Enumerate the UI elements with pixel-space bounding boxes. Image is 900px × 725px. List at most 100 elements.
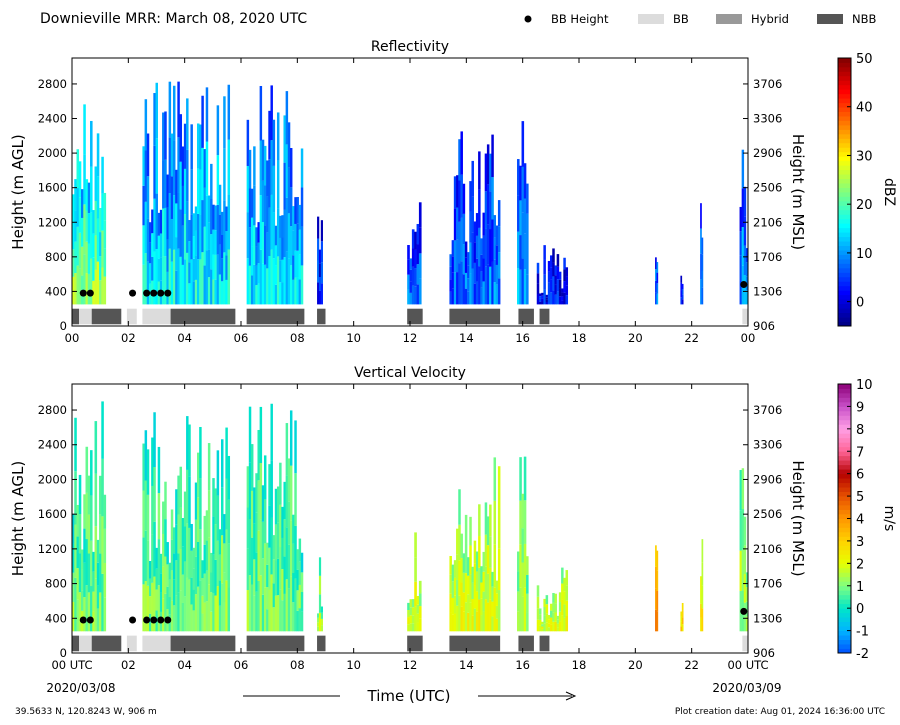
- precip-column: [536, 608, 540, 620]
- precip-column: [144, 150, 148, 202]
- precip-column: [76, 149, 80, 189]
- precip-column: [223, 514, 226, 544]
- precip-column: [482, 611, 485, 632]
- precip-column: [276, 595, 280, 632]
- precip-column: [318, 557, 322, 576]
- precip-column: [536, 273, 540, 284]
- precip-column: [157, 212, 161, 236]
- precip-column: [486, 516, 490, 546]
- precip-column: [87, 182, 91, 214]
- legend-nbb-swatch: [817, 14, 843, 24]
- precip-column: [283, 519, 286, 557]
- colorbar-cell: [838, 644, 851, 649]
- precip-column: [221, 535, 224, 584]
- precip-column: [194, 519, 198, 557]
- precip-column: [83, 562, 86, 598]
- precip-column: [320, 241, 323, 263]
- precip-column: [519, 500, 522, 545]
- x-tick-label: 12: [403, 331, 418, 345]
- precip-column: [552, 592, 555, 603]
- precip-column: [300, 265, 304, 305]
- colorbar-cell: [838, 384, 851, 389]
- precip-column: [246, 212, 250, 259]
- precip-column: [414, 286, 417, 305]
- precip-column: [151, 209, 154, 234]
- colorbar-cell: [838, 648, 851, 654]
- creation-date: Plot creation date: Aug 01, 2024 16:36:0…: [675, 707, 885, 717]
- precip-column: [148, 222, 152, 243]
- precip-column: [214, 205, 217, 231]
- precip-column: [489, 153, 492, 192]
- precip-column: [745, 587, 749, 602]
- precip-column: [298, 608, 302, 632]
- precip-column: [190, 577, 193, 605]
- precip-column: [460, 558, 463, 583]
- precip-column: [464, 573, 468, 603]
- precip-column: [83, 494, 86, 529]
- colorbar-cell: [838, 160, 851, 166]
- precip-column: [225, 529, 228, 581]
- colorbar-tick-label: 1: [856, 580, 864, 595]
- precip-column: [456, 579, 459, 606]
- precip-column: [491, 601, 494, 617]
- precip-column: [92, 591, 95, 612]
- precip-column: [523, 543, 527, 588]
- precip-column: [414, 532, 417, 558]
- precip-column: [196, 168, 200, 214]
- precip-column: [250, 275, 254, 305]
- y-tick-label: 800: [45, 577, 67, 591]
- precip-column: [190, 604, 193, 632]
- colorbar-cell: [838, 478, 851, 484]
- precip-column: [414, 231, 417, 250]
- precip-column: [151, 534, 154, 583]
- precip-column: [186, 98, 189, 150]
- precip-column: [473, 585, 477, 609]
- precip-column: [296, 196, 299, 224]
- colorbar-cell: [838, 558, 851, 564]
- precip-column: [216, 586, 220, 632]
- precip-column: [451, 272, 455, 289]
- precip-column: [76, 536, 80, 569]
- precip-column: [246, 507, 250, 549]
- precip-column: [94, 166, 98, 201]
- precip-column: [175, 560, 178, 596]
- precip-column: [489, 266, 492, 305]
- precip-column: [536, 294, 540, 305]
- x-tick-label: 10: [346, 658, 361, 672]
- precip-column: [96, 218, 100, 262]
- precip-column: [460, 217, 463, 262]
- precip-column: [153, 521, 156, 577]
- precip-column: [223, 96, 226, 149]
- precip-column: [81, 217, 84, 247]
- precip-column: [283, 481, 286, 520]
- colorbar-cell: [838, 451, 851, 457]
- precip-column: [478, 266, 481, 305]
- precip-column: [162, 501, 165, 534]
- precip-column: [212, 478, 215, 517]
- colorbar-tick-label: 9: [856, 400, 864, 415]
- precip-column: [482, 258, 485, 282]
- precip-column: [177, 514, 180, 554]
- precip-column: [743, 274, 747, 305]
- precip-column: [144, 253, 148, 305]
- bb-type-segment: [449, 635, 501, 652]
- precip-column: [547, 260, 551, 272]
- precip-column: [279, 589, 282, 632]
- precip-column: [556, 291, 560, 305]
- precip-column: [221, 258, 224, 282]
- precip-column: [473, 608, 477, 632]
- precip-column: [72, 221, 75, 250]
- precip-column: [289, 520, 293, 577]
- precip-column: [480, 287, 483, 305]
- colorbar-cell: [838, 460, 851, 466]
- bb-height-point: [86, 289, 94, 297]
- time-arrow-head: [565, 691, 577, 701]
- precip-column: [300, 148, 304, 188]
- precip-column: [491, 261, 494, 305]
- precip-column: [745, 262, 749, 277]
- precip-column: [194, 255, 198, 280]
- precip-column: [103, 192, 107, 221]
- precip-column: [199, 259, 202, 305]
- precip-column: [255, 473, 258, 513]
